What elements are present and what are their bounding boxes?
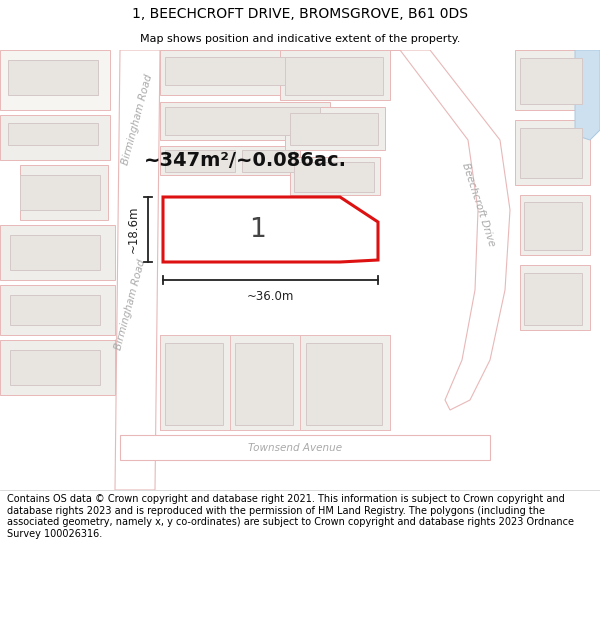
Polygon shape [160,102,330,140]
Bar [10,235,100,270]
Polygon shape [160,335,230,430]
Bar [524,202,582,250]
Polygon shape [0,225,115,280]
Bar [10,295,100,325]
Text: 1, BEECHCROFT DRIVE, BROMSGROVE, B61 0DS: 1, BEECHCROFT DRIVE, BROMSGROVE, B61 0DS [132,7,468,21]
Polygon shape [20,165,108,220]
Polygon shape [0,285,115,335]
Bar [242,150,294,172]
Polygon shape [120,435,490,460]
Text: Birmingham Road: Birmingham Road [113,259,147,351]
Bar [235,343,293,425]
Polygon shape [115,50,160,490]
Polygon shape [515,120,590,185]
Polygon shape [0,50,110,110]
Polygon shape [390,50,510,410]
Polygon shape [575,50,600,140]
Polygon shape [0,340,115,395]
Text: ~347m²/~0.086ac.: ~347m²/~0.086ac. [143,151,347,169]
Polygon shape [280,50,390,100]
Bar [520,128,582,178]
Bar [285,57,383,95]
Text: Contains OS data © Crown copyright and database right 2021. This information is : Contains OS data © Crown copyright and d… [7,494,574,539]
Bar [8,60,98,95]
Bar [290,113,378,145]
Bar [165,150,235,172]
Polygon shape [160,335,390,430]
Polygon shape [285,107,385,150]
Bar [520,58,582,104]
Polygon shape [290,157,380,195]
Bar [306,343,382,425]
Bar [524,273,582,325]
Polygon shape [160,50,360,95]
Bar [165,57,350,85]
Text: Birmingham Road: Birmingham Road [120,74,154,166]
Text: Townsend Avenue: Townsend Avenue [248,443,342,453]
Polygon shape [0,115,110,160]
Polygon shape [300,335,390,430]
Bar [165,343,223,425]
Text: Map shows position and indicative extent of the property.: Map shows position and indicative extent… [140,34,460,44]
Bar [294,162,374,192]
Text: 1: 1 [250,217,266,243]
Polygon shape [163,197,378,262]
Text: ~18.6m: ~18.6m [127,206,140,253]
Polygon shape [520,195,590,255]
Polygon shape [230,335,300,430]
Bar [10,350,100,385]
Bar [8,123,98,145]
Bar [20,175,100,210]
Polygon shape [160,146,300,175]
Text: Beechcroft Drive: Beechcroft Drive [460,162,496,248]
Bar [165,107,320,135]
Polygon shape [520,265,590,330]
Text: ~36.0m: ~36.0m [247,290,294,303]
Polygon shape [515,50,590,110]
